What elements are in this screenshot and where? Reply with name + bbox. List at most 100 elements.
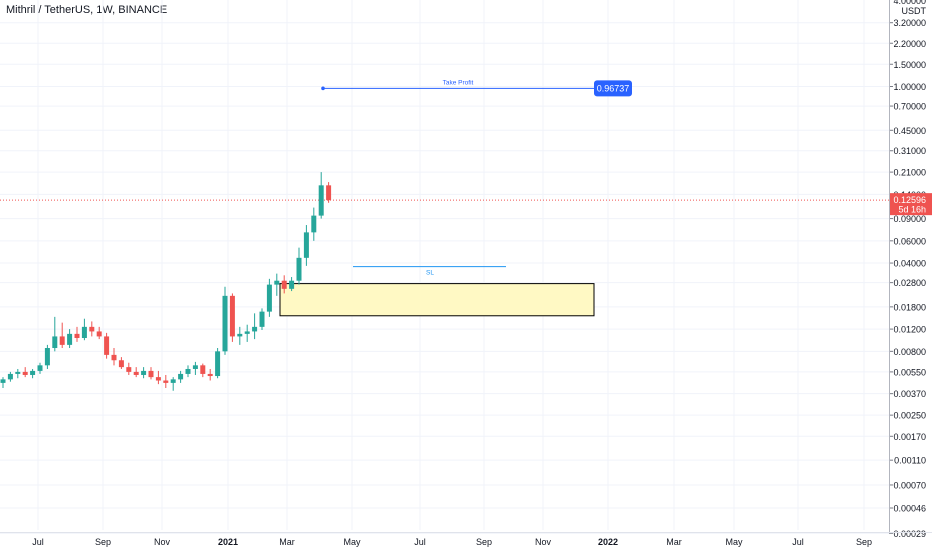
annotations-layer: SL Take Profit 0.96737 — [0, 79, 889, 317]
time-tick-label: Nov — [535, 537, 552, 547]
time-tick-label: May — [343, 537, 361, 547]
candle — [37, 362, 43, 374]
candle-body — [289, 280, 295, 289]
candle — [0, 377, 6, 389]
time-tick-label: Sep — [856, 537, 872, 547]
candle — [52, 316, 58, 352]
candle-body — [163, 380, 169, 383]
last-price-countdown: 5d 16h — [898, 205, 926, 215]
candle-body — [104, 336, 110, 355]
candle — [289, 277, 295, 292]
candle — [74, 326, 80, 342]
take-profit-price-text: 0.96737 — [597, 84, 630, 94]
candle — [118, 357, 124, 369]
price-tick-label: 0.00550 — [893, 367, 926, 377]
candle — [133, 367, 139, 378]
time-axis[interactable]: Jul Sep Nov 2021 Mar May Jul Sep Nov 2022 Mar May Ju… — [0, 532, 932, 548]
chart-title: Mithril / TetherUS, 1W, BINANCE — [6, 4, 168, 16]
last-price-text: 0.12596 — [893, 195, 926, 205]
candle — [252, 313, 258, 340]
price-tick-label: 0.70000 — [893, 102, 926, 112]
candle-body — [266, 284, 272, 312]
demand-zone-box[interactable] — [279, 283, 595, 317]
candle-body — [141, 370, 147, 375]
take-profit-anchor-dot[interactable] — [321, 86, 325, 91]
candle-body — [215, 351, 221, 377]
candle-body — [59, 336, 65, 345]
time-tick-label: 2021 — [218, 537, 238, 547]
candle — [281, 275, 287, 294]
candle — [296, 247, 302, 285]
candle — [244, 324, 250, 342]
price-tick-label: 0.01800 — [893, 302, 926, 312]
candle-body — [155, 377, 161, 381]
candle-body — [133, 371, 139, 375]
candle-body — [96, 331, 102, 337]
time-tick-label: Jul — [792, 537, 804, 547]
candle — [59, 322, 65, 349]
candle — [170, 377, 176, 391]
candle-body — [244, 331, 250, 334]
candle-body — [126, 367, 132, 372]
price-axis[interactable]: 3.20000 2.20000 1.50000 1.00000 0.70000 0.450… — [889, 0, 932, 539]
candle — [67, 329, 73, 349]
candle — [15, 368, 21, 379]
candle — [237, 326, 243, 345]
time-tick-label: 2022 — [598, 537, 618, 547]
candle-body — [22, 371, 28, 375]
time-tick-label: Jul — [32, 537, 44, 547]
candle-body — [296, 257, 302, 281]
candle — [326, 182, 332, 203]
candle-body — [15, 371, 21, 374]
candle — [96, 326, 102, 340]
price-tick-label: 0.00370 — [893, 389, 926, 399]
price-tick-label: 0.04000 — [893, 259, 926, 269]
candle — [81, 318, 87, 341]
candle-body — [178, 373, 184, 380]
candle-body — [185, 368, 191, 374]
candle — [266, 278, 272, 317]
price-tick-label: 0.00029 — [893, 529, 926, 539]
time-tick-label: Mar — [279, 537, 295, 547]
candle-body — [252, 326, 258, 332]
price-tick-label: 0.01200 — [893, 325, 926, 335]
candle — [192, 361, 198, 375]
price-tick-label: 0.09000 — [893, 214, 926, 224]
take-profit-price-badge[interactable] — [594, 80, 632, 97]
candle — [22, 367, 28, 378]
price-tick-label: 0.45000 — [893, 126, 926, 136]
candle-body — [74, 333, 80, 339]
price-tick-label: 0.21000 — [893, 168, 926, 178]
candle-body — [222, 295, 228, 352]
candle-body — [67, 333, 73, 345]
candle — [30, 368, 36, 379]
candle-body — [30, 370, 36, 375]
candle-body — [7, 373, 13, 380]
candle — [318, 172, 324, 219]
candle-body — [192, 365, 198, 369]
candle — [222, 286, 228, 355]
time-tick-label: Sep — [476, 537, 492, 547]
price-tick-label: 1.50000 — [893, 60, 926, 70]
price-axis-currency: USDT — [902, 6, 927, 16]
candle — [215, 348, 221, 379]
candle-body — [229, 295, 235, 337]
candle-body — [81, 326, 87, 339]
price-tick-label: 0.00070 — [893, 480, 926, 490]
candle — [163, 374, 169, 389]
candle-body — [148, 370, 154, 378]
candle — [274, 273, 280, 296]
price-tick-label: 0.02800 — [893, 278, 926, 288]
time-tick-label: Mar — [666, 537, 682, 547]
candle-body — [259, 311, 265, 327]
candle-body — [281, 280, 287, 289]
candle-body — [0, 379, 6, 383]
candle-body — [237, 333, 243, 337]
candle-body — [118, 360, 124, 368]
last-price-badge[interactable] — [890, 193, 932, 216]
candle — [207, 368, 213, 381]
candle-body — [89, 326, 95, 332]
price-tick-label: 0.06000 — [893, 236, 926, 246]
candle-body — [326, 185, 332, 201]
